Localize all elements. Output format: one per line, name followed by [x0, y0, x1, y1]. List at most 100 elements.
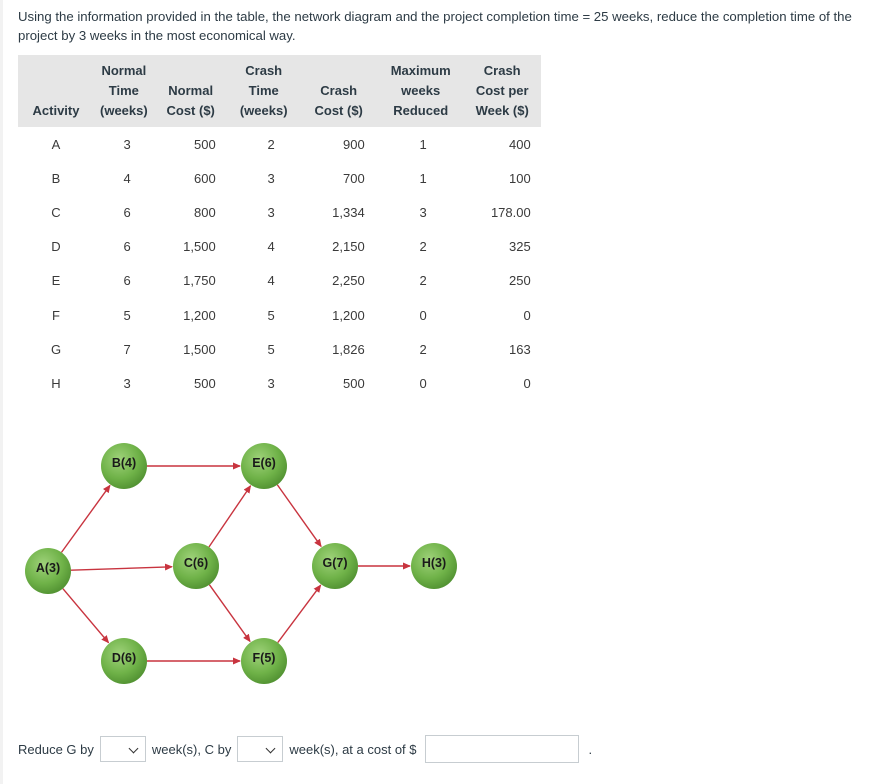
left-border: [0, 0, 3, 784]
cell-crash-time: 4: [267, 239, 275, 255]
cell-crash-time: 3: [267, 375, 275, 391]
arrow-a-to-c: [70, 563, 174, 571]
cell-crash-cost-per-week: 0: [523, 375, 531, 391]
cell-normal-time: 6: [123, 204, 131, 220]
cell-normal-time: 7: [123, 341, 131, 357]
node-label-a: A(3): [35, 561, 61, 575]
arrow-a-to-d: [62, 588, 110, 644]
cell-crash-cost-per-week: 400: [509, 136, 531, 152]
cost-input[interactable]: [424, 735, 579, 763]
cell-activity: B: [51, 170, 61, 186]
node-e: [241, 443, 287, 489]
node-g: [312, 543, 358, 589]
cell-normal-time: 3: [123, 136, 131, 152]
cell-normal-time: 5: [123, 307, 131, 323]
node-label-e: E(6): [252, 456, 276, 470]
table-header-row: Activity Normal Time (weeks) Normal Cost ($…: [18, 55, 541, 127]
cell-normal-time: 6: [123, 273, 131, 289]
node-label-g: G(7): [322, 556, 348, 570]
cell-normal-time: 4: [123, 170, 131, 186]
node-d: [101, 638, 147, 684]
cell-activity: A: [51, 136, 61, 152]
cell-crash-cost-per-week: 250: [509, 273, 531, 289]
cell-max-reduced: 0: [419, 307, 427, 323]
network-diagram: A(3) B(4) C(6) D(6) E(6) F(5) G(7) H(3): [0, 430, 500, 710]
cell-activity: E: [51, 273, 61, 289]
chevron-down-icon: [265, 743, 276, 754]
activity-table: Activity Normal Time (weeks) Normal Cost ($…: [18, 55, 541, 401]
header-crash-cost-per-week: Crash Cost per Week ($): [463, 55, 541, 127]
node-f: [241, 638, 287, 684]
cell-normal-cost: 1,750: [183, 273, 216, 289]
cell-activity: H: [51, 375, 61, 391]
cell-normal-time: 3: [123, 375, 131, 391]
header-crash-cost: Crash Cost ($): [299, 55, 378, 127]
cell-crash-time: 5: [267, 341, 275, 357]
cell-max-reduced: 2: [419, 341, 427, 357]
cell-crash-cost: 1,826: [332, 341, 365, 357]
table-row: E 6 1,750 4 2,250 2 250: [18, 264, 541, 298]
node-c: [173, 543, 219, 589]
header-normal-cost: Normal Cost ($): [153, 55, 228, 127]
cell-crash-cost-per-week: 100: [509, 170, 531, 186]
cell-crash-cost-per-week: 0: [523, 307, 531, 323]
arrow-a-to-b: [60, 484, 111, 553]
header-normal-time: Normal Time (weeks): [94, 55, 154, 127]
cell-crash-cost: 2,150: [332, 239, 365, 255]
header-activity: Activity: [18, 55, 94, 127]
table-row: G 7 1,500 5 1,826 2 163: [18, 332, 541, 366]
cell-crash-cost: 2,250: [332, 273, 365, 289]
arrow-f-to-g: [277, 584, 322, 643]
c-weeks-select[interactable]: [237, 736, 284, 762]
cell-max-reduced: 2: [419, 273, 427, 289]
g-weeks-select[interactable]: [99, 736, 146, 762]
cell-activity: D: [51, 239, 61, 255]
table-row: A 3 500 2 900 1 400: [18, 127, 541, 161]
arrow-e-to-g: [276, 484, 322, 548]
node-label-h: H(3): [421, 556, 447, 570]
node-label-f: F(5): [252, 651, 276, 665]
cell-normal-cost: 600: [194, 170, 216, 186]
cell-normal-cost: 1,200: [183, 307, 216, 323]
cell-crash-time: 4: [267, 273, 275, 289]
cell-crash-cost-per-week: 325: [509, 239, 531, 255]
arrow-c-to-f: [208, 584, 251, 643]
cell-crash-cost: 1,334: [332, 204, 365, 220]
answer-row: Reduce G by week(s), C by week(s), at a …: [18, 735, 592, 763]
node-label-c: C(6): [183, 556, 209, 570]
node-label-d: D(6): [111, 651, 137, 665]
cell-max-reduced: 1: [419, 136, 427, 152]
cell-normal-time: 6: [123, 239, 131, 255]
cell-normal-cost: 1,500: [183, 341, 216, 357]
cell-crash-cost-per-week: 178.00: [490, 204, 531, 220]
sentence-end: .: [588, 741, 593, 757]
network-diagram-svg: [25, 443, 457, 684]
cell-normal-cost: 800: [194, 204, 216, 220]
cell-crash-cost: 500: [343, 375, 365, 391]
cell-crash-time: 3: [267, 204, 275, 220]
arrow-c-to-e: [208, 485, 252, 548]
cell-crash-cost: 700: [343, 170, 365, 186]
cell-crash-cost: 1,200: [332, 307, 365, 323]
cell-crash-time: 2: [267, 136, 275, 152]
cell-crash-cost-per-week: 163: [509, 341, 531, 357]
table-row: D 6 1,500 4 2,150 2 325: [18, 230, 541, 264]
cell-activity: G: [50, 341, 62, 357]
cell-max-reduced: 3: [419, 204, 427, 220]
cell-activity: C: [51, 204, 61, 220]
table-row: F 5 1,200 5 1,200 0 0: [18, 298, 541, 332]
cost-label: week(s), at a cost of $: [289, 741, 417, 757]
cell-activity: F: [52, 307, 60, 323]
node-a: [25, 548, 71, 594]
cell-max-reduced: 0: [419, 375, 427, 391]
node-label-b: B(4): [111, 456, 137, 470]
cell-normal-cost: 1,500: [183, 239, 216, 255]
node-h: [411, 543, 457, 589]
table-row: C 6 800 3 1,334 3 178.00: [18, 195, 541, 229]
header-max-weeks-reduced: Maximum weeks Reduced: [377, 55, 464, 127]
cell-normal-cost: 500: [194, 375, 216, 391]
cell-crash-time: 5: [267, 307, 275, 323]
cell-crash-time: 3: [267, 170, 275, 186]
question-text: Using the information provided in the ta…: [18, 9, 852, 43]
cell-normal-cost: 500: [194, 136, 216, 152]
